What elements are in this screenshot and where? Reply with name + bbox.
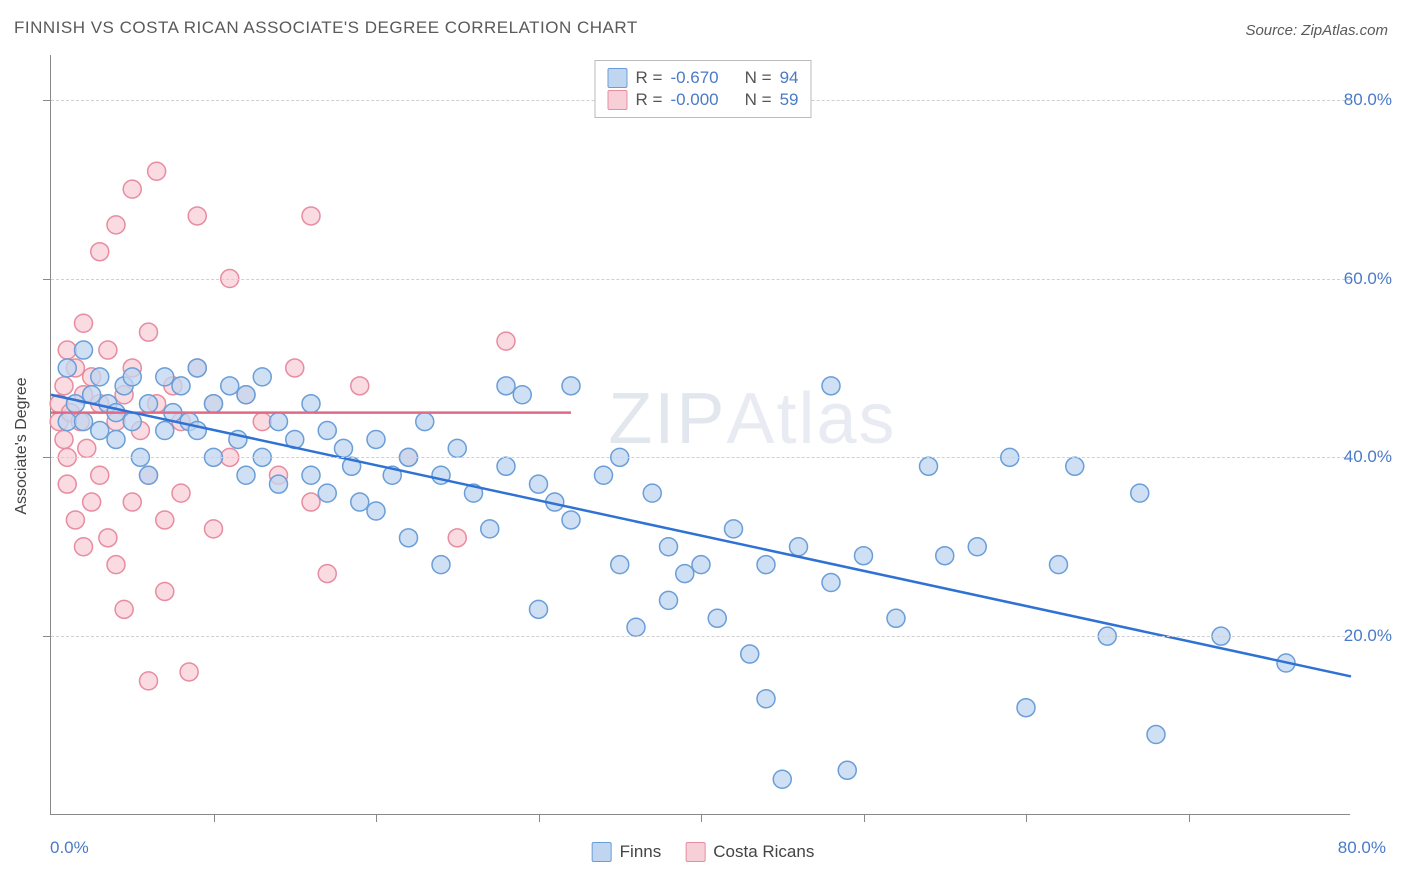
legend-label-finns: Finns [620, 842, 662, 862]
swatch-finns-bottom [592, 842, 612, 862]
n-value-finns: 94 [780, 68, 799, 88]
legend-stats-row-finns: R = -0.670 N = 94 [608, 68, 799, 88]
legend-item-costa: Costa Ricans [685, 842, 814, 862]
n-label: N = [745, 68, 772, 88]
y-tick-label: 40.0% [1344, 447, 1392, 467]
source-label: Source: ZipAtlas.com [1245, 22, 1388, 39]
plot-area: ZIPAtlas [50, 55, 1350, 815]
x-axis-min: 0.0% [50, 838, 89, 858]
legend-stats: R = -0.670 N = 94 R = -0.000 N = 59 [595, 60, 812, 118]
chart-title: FINNISH VS COSTA RICAN ASSOCIATE'S DEGRE… [14, 18, 638, 38]
legend-stats-row-costa: R = -0.000 N = 59 [608, 90, 799, 110]
swatch-costa-bottom [685, 842, 705, 862]
legend-item-finns: Finns [592, 842, 662, 862]
n-label: N = [745, 90, 772, 110]
r-value-costa: -0.000 [670, 90, 718, 110]
legend-label-costa: Costa Ricans [713, 842, 814, 862]
y-axis-title: Associate's Degree [13, 377, 31, 514]
y-tick-label: 20.0% [1344, 626, 1392, 646]
y-tick-label: 60.0% [1344, 269, 1392, 289]
x-axis-max: 80.0% [1338, 838, 1386, 858]
legend-series: Finns Costa Ricans [592, 842, 815, 862]
n-value-costa: 59 [780, 90, 799, 110]
r-label: R = [636, 90, 663, 110]
r-label: R = [636, 68, 663, 88]
swatch-costa [608, 90, 628, 110]
swatch-finns [608, 68, 628, 88]
plot-svg [51, 55, 1350, 814]
y-tick-label: 80.0% [1344, 90, 1392, 110]
r-value-finns: -0.670 [670, 68, 718, 88]
